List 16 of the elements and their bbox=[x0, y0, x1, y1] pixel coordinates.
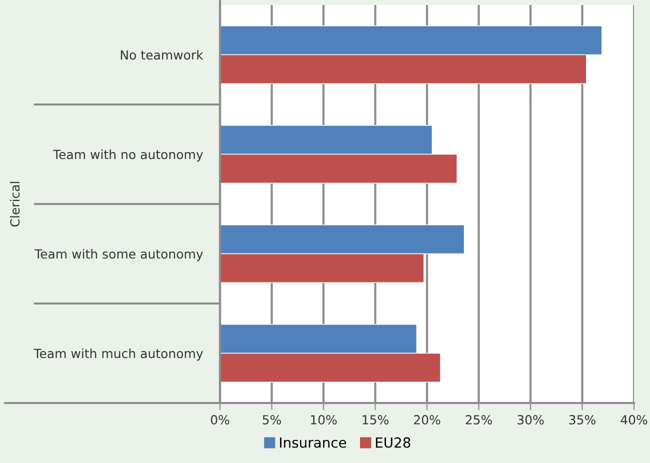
x-tick-label: 40% bbox=[620, 415, 648, 424]
legend-label: Insurance bbox=[280, 437, 346, 448]
y-tick-label: Team with some autonomy bbox=[34, 249, 203, 262]
y-tick-label: No teamwork bbox=[120, 50, 204, 60]
x-tick-label: 0% bbox=[210, 415, 230, 424]
y-axis-title: Clerical bbox=[10, 182, 20, 227]
x-tick-label: 20% bbox=[414, 415, 440, 424]
x-tick-label: 15% bbox=[362, 415, 388, 424]
x-tick-label: 10% bbox=[310, 415, 337, 424]
y-tick-label: Team with much autonomy bbox=[34, 348, 203, 361]
legend-label: EU28 bbox=[376, 437, 410, 448]
x-tick-label: 30% bbox=[518, 415, 544, 424]
x-tick-label: 5% bbox=[262, 415, 281, 424]
x-tick-label: 35% bbox=[569, 415, 596, 424]
y-tick-label: Team with no autonomy bbox=[52, 150, 203, 162]
x-tick-label: 25% bbox=[466, 415, 492, 424]
